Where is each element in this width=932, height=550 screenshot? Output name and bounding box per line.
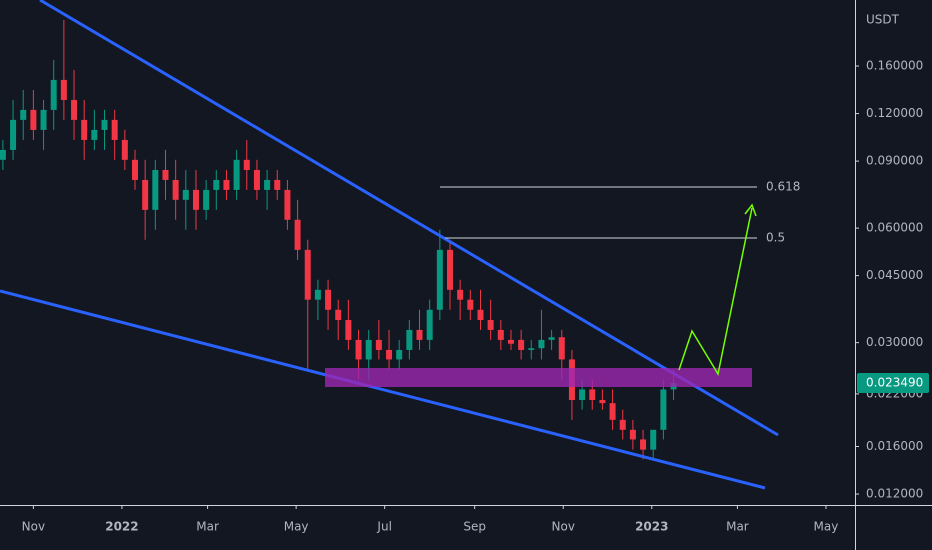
- x-tick-label: Nov: [552, 520, 575, 534]
- candle-body: [132, 159, 138, 180]
- candle-body: [507, 339, 514, 344]
- candle-body: [304, 249, 311, 300]
- candle-body: [579, 389, 586, 401]
- fib-label: 0.618: [766, 180, 800, 194]
- candle-body: [0, 149, 6, 160]
- candle-body: [406, 329, 413, 350]
- candle-body: [365, 339, 372, 360]
- candle-body: [172, 179, 179, 200]
- candle-body: [264, 179, 271, 190]
- candle-body: [538, 339, 545, 349]
- x-tick-label: 2023: [635, 520, 668, 534]
- candle-body: [436, 249, 443, 310]
- candle-body: [223, 179, 230, 190]
- candle-body: [558, 337, 565, 360]
- candle-body: [60, 79, 67, 100]
- candle-body: [111, 119, 118, 140]
- candle-body: [284, 189, 291, 220]
- y-tick-label: 0.160000: [866, 59, 923, 73]
- candle-body: [192, 189, 199, 210]
- candle-body: [497, 329, 504, 340]
- candle-body: [50, 79, 57, 110]
- trendline-upper: [39, 0, 779, 437]
- fib-label: 0.5: [766, 231, 785, 245]
- candle-body: [518, 339, 525, 350]
- candle-body: [101, 119, 108, 130]
- candle-body: [386, 349, 393, 360]
- candle-body: [589, 389, 596, 401]
- candle-body: [629, 429, 636, 440]
- candle-body: [599, 400, 606, 404]
- candle-body: [203, 189, 210, 210]
- axes: 0.0120000.0160000.0220000.0300000.045000…: [22, 59, 929, 534]
- candle-body: [30, 109, 37, 130]
- x-tick-label: Mar: [726, 520, 749, 534]
- y-tick-label: 0.120000: [866, 106, 923, 120]
- last-price-box: [857, 373, 929, 394]
- candle-body: [233, 159, 240, 190]
- candle-body: [243, 159, 250, 170]
- candle-body: [396, 349, 403, 360]
- last-price-label: 0.023490: [866, 376, 923, 390]
- candle-body: [81, 119, 88, 140]
- candle-body: [467, 299, 474, 310]
- candle-body: [152, 169, 159, 210]
- x-tick-label: Mar: [196, 520, 219, 534]
- candle-body: [426, 309, 433, 340]
- candle-body: [91, 129, 98, 140]
- candle-body: [609, 403, 616, 420]
- candle-body: [477, 309, 484, 321]
- projection-arrow: [678, 207, 753, 377]
- x-tick-label: May: [814, 520, 839, 534]
- candle-body: [447, 249, 453, 290]
- candle-body: [162, 169, 169, 180]
- candle-body: [20, 109, 27, 120]
- candle-body: [182, 189, 189, 200]
- candle-body: [619, 419, 626, 430]
- candle-body: [375, 339, 382, 350]
- x-tick-label: Sep: [463, 520, 486, 534]
- candle-body: [528, 348, 535, 350]
- candle-body: [71, 99, 78, 120]
- y-tick-label: 0.045000: [866, 268, 923, 282]
- plot-area: [0, 19, 677, 460]
- y-tick-label: 0.012000: [866, 487, 923, 501]
- candle-body: [142, 179, 149, 210]
- candle-body: [10, 119, 17, 150]
- support-zone: [325, 368, 752, 387]
- candle-body: [314, 289, 321, 300]
- candle-body: [325, 289, 332, 310]
- candle-body: [650, 429, 657, 450]
- y-tick-label: 0.030000: [866, 335, 923, 349]
- x-tick-label: Nov: [22, 520, 45, 534]
- candle-body: [640, 439, 647, 450]
- x-tick-label: 2022: [105, 520, 138, 534]
- candle-body: [121, 139, 128, 160]
- candle-body: [213, 179, 220, 190]
- x-tick-label: May: [284, 520, 309, 534]
- x-tick-label: Jul: [376, 520, 391, 534]
- candle-body: [40, 109, 47, 130]
- candle-body: [253, 169, 260, 190]
- candle-body: [335, 309, 342, 321]
- candle-body: [355, 339, 362, 360]
- candle-body: [274, 179, 281, 190]
- candle-body: [548, 337, 555, 340]
- candle-body: [487, 320, 494, 330]
- y-tick-label: 0.016000: [866, 439, 923, 453]
- candle-body: [416, 329, 423, 340]
- y-tick-label: 0.060000: [866, 221, 923, 235]
- candle-body: [457, 289, 464, 300]
- candle-body: [294, 219, 301, 250]
- trendline-lower: [0, 289, 766, 490]
- candle-body: [660, 389, 667, 430]
- candle-body: [345, 320, 352, 340]
- arrow-head: [744, 203, 757, 217]
- y-tick-label: 0.090000: [866, 154, 923, 168]
- axis-unit: USDT: [866, 13, 900, 27]
